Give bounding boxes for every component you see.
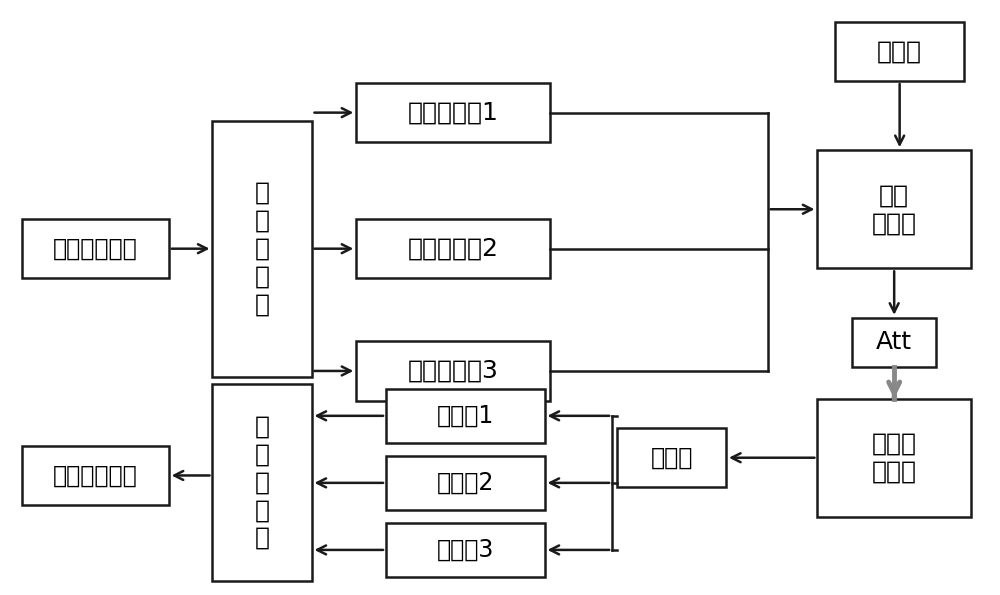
Bar bbox=[817, 150, 971, 268]
Text: 激光器: 激光器 bbox=[877, 39, 922, 64]
Text: 强度
调制器: 强度 调制器 bbox=[872, 183, 917, 235]
Text: 滤波器3: 滤波器3 bbox=[437, 538, 494, 562]
Text: 信号发生器1: 信号发生器1 bbox=[407, 101, 498, 124]
Bar bbox=[386, 389, 545, 443]
Bar bbox=[386, 456, 545, 510]
Text: Att: Att bbox=[876, 330, 912, 355]
Text: 滤波器: 滤波器 bbox=[650, 446, 693, 469]
Bar bbox=[22, 446, 169, 505]
Text: 信号发生器2: 信号发生器2 bbox=[407, 237, 498, 261]
Text: 滤波器1: 滤波器1 bbox=[437, 404, 494, 428]
Bar bbox=[817, 399, 971, 517]
Bar bbox=[212, 121, 312, 377]
Text: 数
据
采
集
卡: 数 据 采 集 卡 bbox=[255, 181, 270, 317]
Bar bbox=[356, 342, 550, 400]
Bar bbox=[212, 384, 312, 581]
Text: 信息加载装置: 信息加载装置 bbox=[53, 237, 138, 261]
Text: 滤波器2: 滤波器2 bbox=[437, 471, 494, 495]
Text: 数
据
采
集
卡: 数 据 采 集 卡 bbox=[255, 415, 270, 550]
Bar bbox=[852, 318, 936, 367]
Bar bbox=[617, 428, 726, 487]
Text: 信息解码装置: 信息解码装置 bbox=[53, 464, 138, 487]
Bar bbox=[356, 83, 550, 142]
Text: 单光子
探测器: 单光子 探测器 bbox=[872, 432, 917, 484]
Bar bbox=[22, 219, 169, 278]
Bar bbox=[356, 219, 550, 278]
Text: 信号发生器3: 信号发生器3 bbox=[407, 359, 498, 383]
Bar bbox=[386, 523, 545, 577]
Bar bbox=[835, 22, 964, 81]
